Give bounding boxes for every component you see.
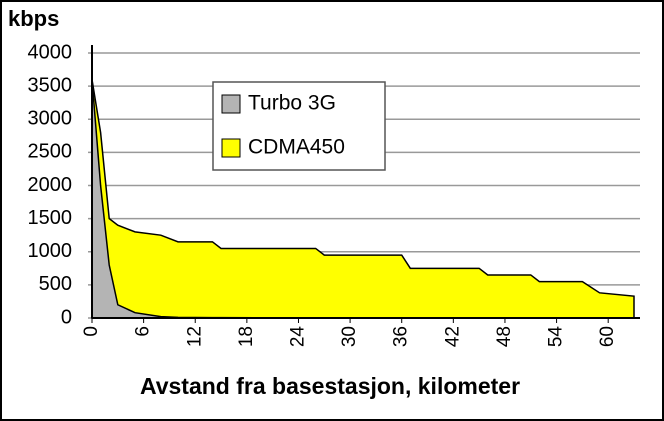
y-tick-label: 500: [39, 273, 72, 295]
y-tick-label: 1500: [28, 207, 73, 229]
legend-label: CDMA450: [248, 136, 345, 159]
legend-box: [212, 81, 386, 171]
x-tick-label: 12: [184, 326, 205, 347]
area: [91, 79, 635, 319]
y-tick-label: 3000: [28, 108, 73, 130]
chart-title: kbps: [8, 6, 59, 31]
x-tick-label: 36: [391, 326, 412, 347]
legend-label: Turbo 3G: [248, 92, 336, 115]
y-tick-label: 2000: [28, 174, 73, 196]
x-tick-label: 18: [236, 326, 257, 347]
y-tick-label: 2500: [28, 141, 73, 163]
x-axis-label: Avstand fra basestasjon, kilometer: [140, 373, 520, 399]
y-tick-label: 0: [61, 306, 72, 328]
y-tick-label: 4000: [28, 41, 73, 63]
x-tick-label: 60: [597, 326, 618, 347]
y-tick-label: 3500: [28, 74, 73, 96]
x-tick-label: 30: [339, 326, 360, 347]
x-tick-label: 6: [133, 326, 154, 337]
y-tick-label: 1000: [28, 240, 73, 262]
x-tick-label: 54: [546, 326, 567, 348]
legend-swatch: [221, 138, 241, 158]
x-tick-label: 42: [442, 326, 463, 347]
x-tick-label: 24: [287, 326, 308, 348]
legend: Turbo 3G CDMA450: [212, 81, 386, 171]
x-tick-label: 0: [81, 326, 102, 337]
x-tick-label: 48: [494, 326, 515, 347]
legend-swatch: [221, 94, 241, 114]
